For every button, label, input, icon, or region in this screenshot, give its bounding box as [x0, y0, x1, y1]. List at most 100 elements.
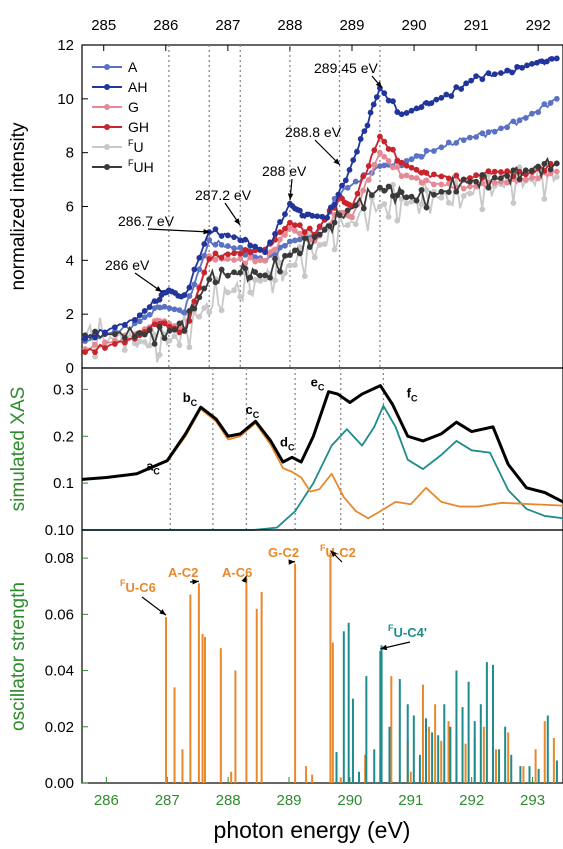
legend-base: U: [134, 139, 144, 155]
series-point-FU: [282, 270, 288, 276]
y-tick-label: 10: [57, 91, 74, 108]
series-point-A: [413, 153, 420, 159]
series-point-AH: [524, 62, 530, 69]
series-point-FUH: [301, 235, 308, 242]
energy-label: 286 eV: [105, 257, 150, 273]
top-axis-tick-label: 292: [526, 17, 551, 34]
series-point-FUH: [242, 265, 249, 272]
series-point-AH: [151, 298, 158, 304]
peak-label: dC: [280, 435, 295, 453]
series-point-AH: [282, 211, 288, 218]
series-point-FUH: [377, 184, 383, 191]
series-point-A: [282, 242, 288, 249]
series-point-FUH: [131, 333, 138, 340]
series-point-FUH: [553, 160, 560, 167]
series-point-GH: [423, 170, 430, 176]
series-point-AH: [102, 329, 108, 336]
transition-arrowhead: [159, 609, 167, 616]
series-point-GH: [111, 341, 118, 347]
series-point-FUH: [151, 340, 158, 347]
series-point-FUH: [522, 167, 529, 174]
legend-marker-GH: [104, 124, 110, 130]
series-point-A: [171, 306, 178, 313]
series-point-GH: [306, 225, 313, 232]
series-point-FUH: [360, 205, 367, 212]
series-point-FU: [423, 187, 430, 193]
series-point-AH: [146, 304, 153, 310]
series-point-FU: [141, 339, 148, 345]
series-point-A: [191, 281, 198, 288]
series-point-AH: [428, 100, 435, 107]
series-point-FUH: [368, 192, 375, 199]
series-point-FU: [352, 221, 359, 228]
series-point-A: [166, 305, 173, 312]
energy-arrowhead: [333, 158, 340, 165]
series-point-GH: [485, 168, 492, 175]
series-point-AH: [186, 284, 193, 291]
series-point-FUH: [504, 173, 511, 179]
series-point-GH: [398, 159, 405, 166]
series-point-FUH: [460, 176, 467, 183]
series-point-G: [360, 187, 367, 194]
series-point-FUH: [541, 160, 548, 167]
series-point-AH: [350, 157, 357, 164]
series-point-FUH: [237, 269, 244, 276]
series-point-G: [535, 175, 542, 182]
series-point-FU: [445, 199, 452, 206]
series-point-FUH: [473, 178, 480, 185]
series-point-FU: [252, 277, 259, 283]
legend-sup: F: [128, 158, 134, 168]
series-point-FU: [403, 200, 410, 207]
series-point-FUH: [257, 272, 264, 279]
series-point-A: [553, 95, 560, 102]
series-point-G: [102, 339, 108, 346]
series-point-A: [344, 184, 351, 191]
series-point-FUH: [485, 184, 492, 191]
series-point-GH: [445, 175, 452, 182]
transition-sup: F: [120, 578, 126, 588]
series-point-A: [510, 118, 517, 125]
series-point-FUH: [146, 327, 153, 334]
sim-line-teal: [82, 404, 563, 531]
series-point-G: [438, 181, 445, 188]
x-tick-label: 291: [398, 792, 423, 809]
series-point-FU: [136, 338, 143, 345]
series-point-FU: [146, 342, 153, 349]
series-point-FU: [479, 206, 486, 213]
transition-label: A-C2: [168, 565, 198, 580]
series-point-FUH: [231, 269, 237, 276]
series-point-G: [522, 176, 529, 183]
series-point-GH: [102, 345, 108, 351]
series-point-GH: [121, 339, 128, 346]
series-point-G: [237, 255, 244, 262]
series-point-G: [381, 153, 388, 160]
series-point-AH: [299, 212, 306, 219]
series-point-AH: [433, 96, 440, 103]
series-point-AH: [267, 239, 273, 246]
series-point-FUH: [181, 327, 188, 334]
series-point-AH: [92, 334, 98, 341]
transition-base: U-C2: [326, 545, 356, 560]
series-point-AH: [418, 104, 425, 110]
series-point-GH: [242, 246, 249, 253]
y-axis-title: normalized intensity: [8, 122, 29, 290]
series-point-AH: [196, 254, 203, 261]
series-point-FUH: [344, 207, 351, 214]
series-point-FU: [156, 351, 163, 358]
series-point-G: [247, 254, 254, 261]
peak-label: cC: [246, 402, 260, 420]
series-point-AH: [373, 94, 380, 100]
series-point-A: [146, 311, 153, 318]
series-point-GH: [161, 320, 168, 327]
series-point-FU: [460, 192, 467, 199]
series-point-AH: [212, 226, 219, 233]
series-point-G: [460, 185, 467, 192]
series-point-FU: [541, 196, 548, 202]
legend-marker-FUH: [104, 164, 110, 170]
series-point-FUH: [453, 188, 460, 195]
series-point-GH: [360, 173, 367, 180]
x-tick-label: 289: [276, 792, 301, 809]
series-point-A: [181, 309, 188, 316]
series-point-FU: [311, 254, 318, 261]
